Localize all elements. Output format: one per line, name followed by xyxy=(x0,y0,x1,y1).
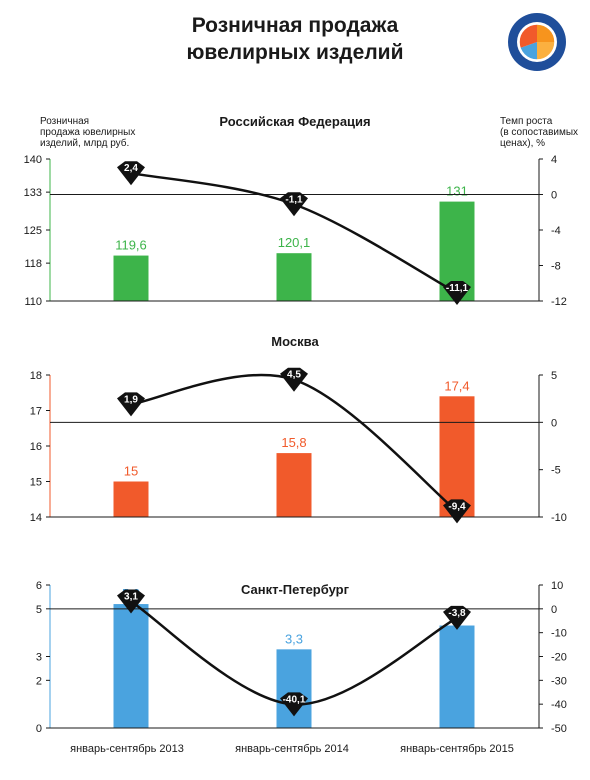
bar-2 xyxy=(276,453,312,517)
growth-value-label-3: -9,4 xyxy=(448,501,466,512)
bar-value-label-3: 17,4 xyxy=(444,378,469,393)
right-axis-title-line-3: ценах), % xyxy=(500,138,545,149)
growth-point-marker-1 xyxy=(117,161,145,186)
right-tick-label: 0 xyxy=(551,417,557,429)
growth-point-marker-3 xyxy=(443,281,471,306)
left-tick-label: 14 xyxy=(30,512,42,524)
left-tick-label: 5 xyxy=(36,604,42,616)
growth-value-label-2: -1,1 xyxy=(285,194,303,205)
left-tick-label: 15 xyxy=(30,477,42,489)
right-tick-label: -10 xyxy=(551,628,567,640)
right-axis-title-line-2: (в сопоставимых xyxy=(500,127,578,138)
left-tick-label: 133 xyxy=(24,187,42,199)
growth-value-label-2: 4,5 xyxy=(287,370,301,381)
left-tick-label: 0 xyxy=(36,723,42,735)
bar-value-label-1: 15 xyxy=(124,464,138,479)
growth-value-label-1: 2,4 xyxy=(124,163,138,174)
right-tick-label: -30 xyxy=(551,675,567,687)
growth-value-label-3: -3,8 xyxy=(448,608,466,619)
growth-point-marker-3 xyxy=(443,499,471,524)
bar-2 xyxy=(276,253,312,301)
growth-value-label-1: 3,1 xyxy=(124,591,138,602)
left-tick-label: 110 xyxy=(24,296,42,308)
right-tick-label: -12 xyxy=(551,296,567,308)
bar-3 xyxy=(439,625,475,728)
panel-title: Санкт-Петербург xyxy=(241,582,350,597)
right-tick-label: -40 xyxy=(551,699,567,711)
right-tick-label: -4 xyxy=(551,225,561,237)
growth-value-label-1: 1,9 xyxy=(124,394,138,405)
chart-panel-saint-petersburg: Санкт-Петербург5,23,34,302356-50-40-30-2… xyxy=(36,580,567,735)
left-axis-title-line-1: Розничная xyxy=(40,116,89,127)
category-label-2015: январь-сентябрь 2015 xyxy=(400,743,514,755)
right-tick-label: -8 xyxy=(551,261,561,273)
growth-point-marker-1 xyxy=(117,392,145,417)
page-title-line-2: ювелирных изделий xyxy=(186,41,404,64)
right-tick-label: 0 xyxy=(551,604,557,616)
bar-value-label-3: 131 xyxy=(446,184,468,199)
growth-point-marker-3 xyxy=(443,605,471,630)
left-tick-label: 17 xyxy=(30,406,42,418)
right-tick-label: -10 xyxy=(551,512,567,524)
page-title-line-1: Розничная продажа xyxy=(191,14,399,37)
category-label-2013: январь-сентябрь 2013 xyxy=(70,743,184,755)
bar-1 xyxy=(113,255,149,301)
left-tick-label: 140 xyxy=(24,154,42,166)
bar-value-label-1: 119,6 xyxy=(115,238,147,253)
right-tick-label: 5 xyxy=(551,370,557,382)
left-tick-label: 118 xyxy=(24,258,42,270)
right-tick-label: -5 xyxy=(551,465,561,477)
right-axis-title-line-1: Темп роста xyxy=(500,116,553,127)
bar-1 xyxy=(113,481,149,517)
growth-point-marker-2 xyxy=(280,692,308,717)
bar-value-label-2: 15,8 xyxy=(281,435,306,450)
left-tick-label: 3 xyxy=(36,652,42,664)
bar-1 xyxy=(113,604,149,728)
panel-title: Российская Федерация xyxy=(219,114,370,129)
bar-value-label-2: 120,1 xyxy=(278,235,311,250)
research-center-logo-icon xyxy=(508,13,566,71)
chart-panel-moscow: Москва 15 15,8 17,4 14 15 16 17 18 -10 -5 0 5 1,9 4,5 -… xyxy=(30,334,567,524)
growth-point-marker-2 xyxy=(280,367,308,392)
category-label-2014: январь-сентябрь 2014 xyxy=(235,743,349,755)
right-tick-label: -20 xyxy=(551,652,567,664)
left-tick-label: 2 xyxy=(36,675,42,687)
left-tick-label: 6 xyxy=(36,580,42,592)
bar-value-label-2: 3,3 xyxy=(285,631,303,646)
left-tick-label: 16 xyxy=(30,441,42,453)
growth-value-label-3: -11,1 xyxy=(446,283,469,294)
left-axis-title-line-3: изделий, млрд руб. xyxy=(40,137,129,149)
right-tick-label: 4 xyxy=(551,154,557,166)
left-tick-label: 125 xyxy=(24,225,42,237)
panel-title: Москва xyxy=(271,334,319,349)
chart-panel-russia: Российская Федерация 119,6 120,1 131 110 118 1… xyxy=(24,114,567,308)
bar-3 xyxy=(439,396,475,517)
growth-value-label-2: -40,1 xyxy=(283,694,306,705)
right-tick-label: 0 xyxy=(551,190,557,202)
left-tick-label: 18 xyxy=(30,370,42,382)
left-axis-title-line-2: продажа ювелирных xyxy=(40,127,135,138)
page-title: Розничная продажа ювелирных изделий xyxy=(0,12,590,66)
growth-point-marker-1 xyxy=(117,589,145,614)
right-tick-label: -50 xyxy=(551,723,567,735)
growth-point-marker-2 xyxy=(280,192,308,217)
right-tick-label: 10 xyxy=(551,580,563,592)
